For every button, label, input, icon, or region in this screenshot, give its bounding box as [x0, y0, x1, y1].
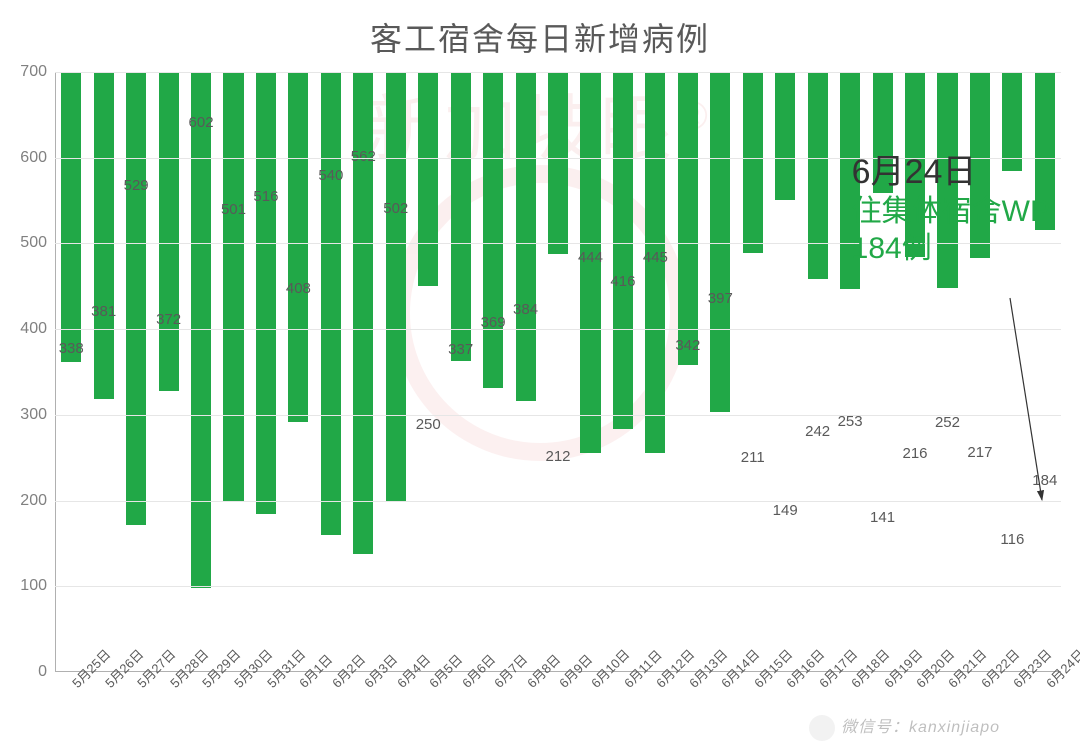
bar-slot: 3846月8日: [509, 72, 541, 672]
y-tick-label: 300: [20, 406, 47, 424]
bar-value-label: 116: [1000, 531, 1024, 552]
bar-value-label: 384: [513, 301, 538, 322]
bar-slot: 4456月12日: [639, 72, 671, 672]
bar: [386, 72, 406, 502]
bar-slot: 4446月10日: [574, 72, 606, 672]
bar-slot: 5165月31日: [250, 72, 282, 672]
y-tick-label: 600: [20, 149, 47, 167]
bar: [678, 72, 698, 365]
bar: [223, 72, 243, 501]
bar-value-label: 408: [286, 280, 311, 301]
bar: [775, 72, 795, 200]
gridline: [55, 415, 1061, 416]
bar-value-label: 602: [189, 114, 214, 135]
wechat-avatar-icon: [809, 715, 835, 741]
bar-slot: 2506月5日: [412, 72, 444, 672]
bar: [288, 72, 308, 422]
bar-value-label: 242: [805, 423, 830, 444]
gridline: [55, 72, 1061, 73]
bar-chart: 新加坡眼® 客工宿舍每日新增病例 3385月25日3815月26日5295月27…: [0, 0, 1080, 751]
y-tick-label: 500: [20, 234, 47, 252]
bar: [483, 72, 503, 388]
x-tick-label: 6月24日: [1041, 644, 1080, 691]
bar-value-label: 149: [773, 502, 798, 523]
bar-value-label: 141: [870, 509, 895, 530]
bar-slot: 5026月4日: [380, 72, 412, 672]
bar-slot: 2116月15日: [737, 72, 769, 672]
bar-slot: 2126月9日: [542, 72, 574, 672]
bar-slot: 4166月11日: [607, 72, 639, 672]
bar-value-label: 211: [741, 449, 765, 470]
annotation-date: 6月24日: [852, 152, 1050, 193]
bar: [613, 72, 633, 429]
bar-value-label: 416: [610, 273, 635, 294]
bar-value-label: 184: [1032, 472, 1057, 493]
bar-value-label: 529: [124, 177, 149, 198]
gridline: [55, 501, 1061, 502]
footer-watermark: 微信号：kanxinjiapo: [809, 713, 1000, 741]
bar: [418, 72, 438, 286]
bar-slot: 2426月17日: [801, 72, 833, 672]
bar-value-label: 502: [383, 200, 408, 221]
bar: [61, 72, 81, 362]
bar: [808, 72, 828, 279]
annotation-line2: 住集体宿舍WP: [852, 193, 1050, 231]
bar-slot: 5626月3日: [347, 72, 379, 672]
bar-value-label: 216: [902, 445, 927, 466]
gridline: [55, 586, 1061, 587]
bar-value-label: 253: [838, 413, 863, 434]
bar-value-label: 516: [253, 188, 278, 209]
bar-value-label: 369: [481, 314, 506, 335]
bar-slot: 3376月6日: [444, 72, 476, 672]
bar-value-label: 445: [643, 249, 668, 270]
y-tick-label: 0: [38, 663, 47, 681]
bar: [516, 72, 536, 401]
bar-value-label: 338: [59, 340, 84, 361]
bar-slot: 3385月25日: [55, 72, 87, 672]
bar: [353, 72, 373, 554]
bar-slot: 5406月2日: [315, 72, 347, 672]
bar-slot: 1496月16日: [769, 72, 801, 672]
y-tick-label: 400: [20, 320, 47, 338]
bar-slot: 4086月1日: [282, 72, 314, 672]
bar: [548, 72, 568, 254]
bar-value-label: 444: [578, 249, 603, 270]
bar: [710, 72, 730, 412]
annotation-box: 6月24日 住集体宿舍WP 184例: [852, 152, 1050, 268]
gridline: [55, 329, 1061, 330]
bar-slot: 6025月29日: [185, 72, 217, 672]
bar-value-label: 337: [448, 341, 473, 362]
y-tick-label: 200: [20, 492, 47, 510]
bar-value-label: 250: [416, 416, 441, 437]
bar-slot: 3815月26日: [87, 72, 119, 672]
bar-value-label: 562: [351, 148, 376, 169]
bar-value-label: 397: [708, 290, 733, 311]
bar-value-label: 381: [91, 303, 116, 324]
bar-slot: 3696月7日: [477, 72, 509, 672]
bar-slot: 3976月14日: [704, 72, 736, 672]
bar: [451, 72, 471, 361]
y-tick-label: 700: [20, 63, 47, 81]
chart-title: 客工宿舍每日新增病例: [0, 14, 1080, 60]
bar: [94, 72, 114, 399]
bar-value-label: 252: [935, 414, 960, 435]
bar-value-label: 212: [546, 448, 571, 469]
bar-value-label: 540: [318, 167, 343, 188]
bar: [256, 72, 276, 514]
bar: [159, 72, 179, 391]
y-tick-label: 100: [20, 577, 47, 595]
bar: [321, 72, 341, 535]
bar-value-label: 501: [221, 201, 246, 222]
bar-slot: 3725月28日: [152, 72, 184, 672]
bar-slot: 5015月30日: [217, 72, 249, 672]
bar: [126, 72, 146, 525]
bar-value-label: 342: [675, 337, 700, 358]
bar-slot: 5295月27日: [120, 72, 152, 672]
bar-value-label: 217: [967, 444, 992, 465]
bar: [743, 72, 763, 253]
footer-text: 微信号：kanxinjiapo: [841, 719, 1000, 736]
annotation-line3: 184例: [852, 230, 1050, 268]
bar-slot: 3426月13日: [672, 72, 704, 672]
